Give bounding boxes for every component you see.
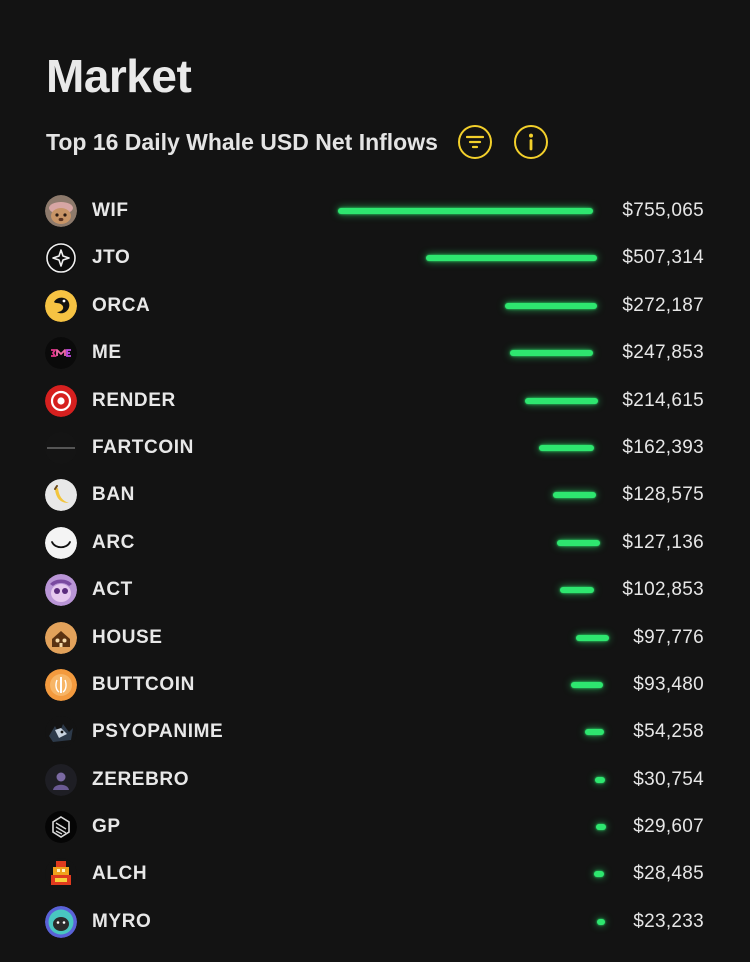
me-avatar (45, 337, 77, 370)
inflow-value: $128,575 (622, 484, 704, 506)
inflow-bar (553, 492, 596, 499)
orca-avatar (45, 289, 77, 322)
info-icon (528, 133, 533, 151)
token-row-arc[interactable]: ARC $127,136 (0, 519, 750, 566)
inflow-bar (560, 587, 594, 594)
inflow-value: $93,480 (633, 673, 704, 695)
inflow-bar (539, 444, 594, 451)
inflow-value: $97,776 (633, 626, 704, 648)
render-avatar (45, 384, 77, 417)
token-row-fartcoin[interactable]: FARTCOIN $162,393 (0, 424, 750, 471)
inflow-value: $54,258 (633, 721, 704, 743)
inflow-value: $102,853 (622, 579, 704, 601)
fartcoin-avatar (45, 431, 77, 464)
inflow-value: $127,136 (622, 531, 704, 553)
inflow-value: $755,065 (622, 200, 704, 221)
arc-avatar (45, 526, 77, 559)
token-row-me[interactable]: ME $247,853 (0, 329, 750, 376)
inflow-value: $162,393 (622, 436, 704, 458)
token-symbol: WIF (92, 200, 129, 221)
token-symbol: JTO (92, 247, 131, 269)
token-symbol: ZEREBRO (92, 768, 190, 790)
page-title: Market (46, 50, 192, 102)
inflow-value: $23,233 (633, 910, 704, 932)
token-row-psyopanime[interactable]: PSYOPANIME $54,258 (0, 708, 750, 755)
token-row-house[interactable]: HOUSE $97,776 (0, 614, 750, 661)
token-symbol: GP (92, 816, 121, 838)
token-symbol: ME (92, 342, 122, 364)
inflow-value: $247,853 (622, 342, 704, 364)
token-row-myro[interactable]: MYRO $23,233 (0, 898, 750, 945)
myro-avatar (45, 905, 77, 938)
inflow-bar (596, 824, 606, 831)
token-symbol: FARTCOIN (92, 436, 194, 458)
wif-dog-avatar (45, 195, 77, 227)
token-symbol: ALCH (92, 863, 148, 885)
inflow-bar (585, 729, 604, 736)
token-symbol: BAN (92, 484, 135, 506)
token-symbol: ARC (92, 531, 135, 553)
jto-avatar (45, 242, 77, 275)
inflow-bar (510, 350, 593, 357)
token-symbol: MYRO (92, 910, 152, 932)
token-row-wif[interactable]: WIF $755,065 (0, 187, 750, 234)
zerebro-avatar (45, 763, 77, 796)
token-row-gp[interactable]: GP $29,607 (0, 803, 750, 850)
token-row-orca[interactable]: ORCA $272,187 (0, 282, 750, 329)
section-subtitle: Top 16 Daily Whale USD Net Inflows (46, 128, 438, 155)
token-row-alch[interactable]: ALCH $28,485 (0, 850, 750, 897)
token-row-jto[interactable]: JTO $507,314 (0, 234, 750, 281)
ban-avatar (45, 479, 77, 512)
inflow-bar (597, 918, 605, 925)
inflow-bar (576, 634, 609, 641)
inflow-value: $28,485 (633, 863, 704, 885)
section-header: Top 16 Daily Whale USD Net Inflows (46, 122, 548, 162)
info-button[interactable] (513, 125, 548, 159)
buttcoin-avatar (45, 668, 77, 701)
inflow-value: $214,615 (622, 389, 704, 411)
psyopanime-avatar (45, 716, 77, 749)
token-symbol: PSYOPANIME (92, 721, 224, 743)
filter-button[interactable] (457, 125, 492, 159)
alch-avatar (45, 858, 77, 891)
inflow-value: $29,607 (633, 816, 704, 838)
token-row-zerebro[interactable]: ZEREBRO $30,754 (0, 756, 750, 803)
act-avatar (45, 574, 77, 607)
inflow-bar (505, 302, 597, 309)
inflow-bar (594, 871, 604, 878)
token-symbol: ORCA (92, 294, 151, 316)
token-row-buttcoin[interactable]: BUTTCOIN $93,480 (0, 661, 750, 708)
house-avatar (45, 621, 77, 654)
filter-lines-icon (465, 135, 484, 149)
inflow-bar (571, 681, 603, 688)
token-row-render[interactable]: RENDER $214,615 (0, 377, 750, 424)
token-row-act[interactable]: ACT $102,853 (0, 566, 750, 613)
token-symbol: HOUSE (92, 626, 163, 648)
inflow-bar (595, 776, 605, 783)
inflow-bar (338, 208, 593, 214)
inflow-bar (426, 255, 597, 262)
inflow-bar (557, 539, 600, 546)
token-symbol: RENDER (92, 389, 176, 411)
inflow-value: $272,187 (622, 294, 704, 316)
inflow-bar (525, 397, 598, 404)
inflow-value: $30,754 (633, 768, 704, 790)
token-row-ban[interactable]: BAN $128,575 (0, 471, 750, 518)
token-list: WIF $755,065 JTO $507,314 ORCA $272,187 (0, 187, 750, 945)
inflow-value: $507,314 (622, 247, 704, 269)
gp-avatar (45, 811, 77, 844)
token-symbol: BUTTCOIN (92, 673, 195, 695)
token-symbol: ACT (92, 579, 133, 601)
